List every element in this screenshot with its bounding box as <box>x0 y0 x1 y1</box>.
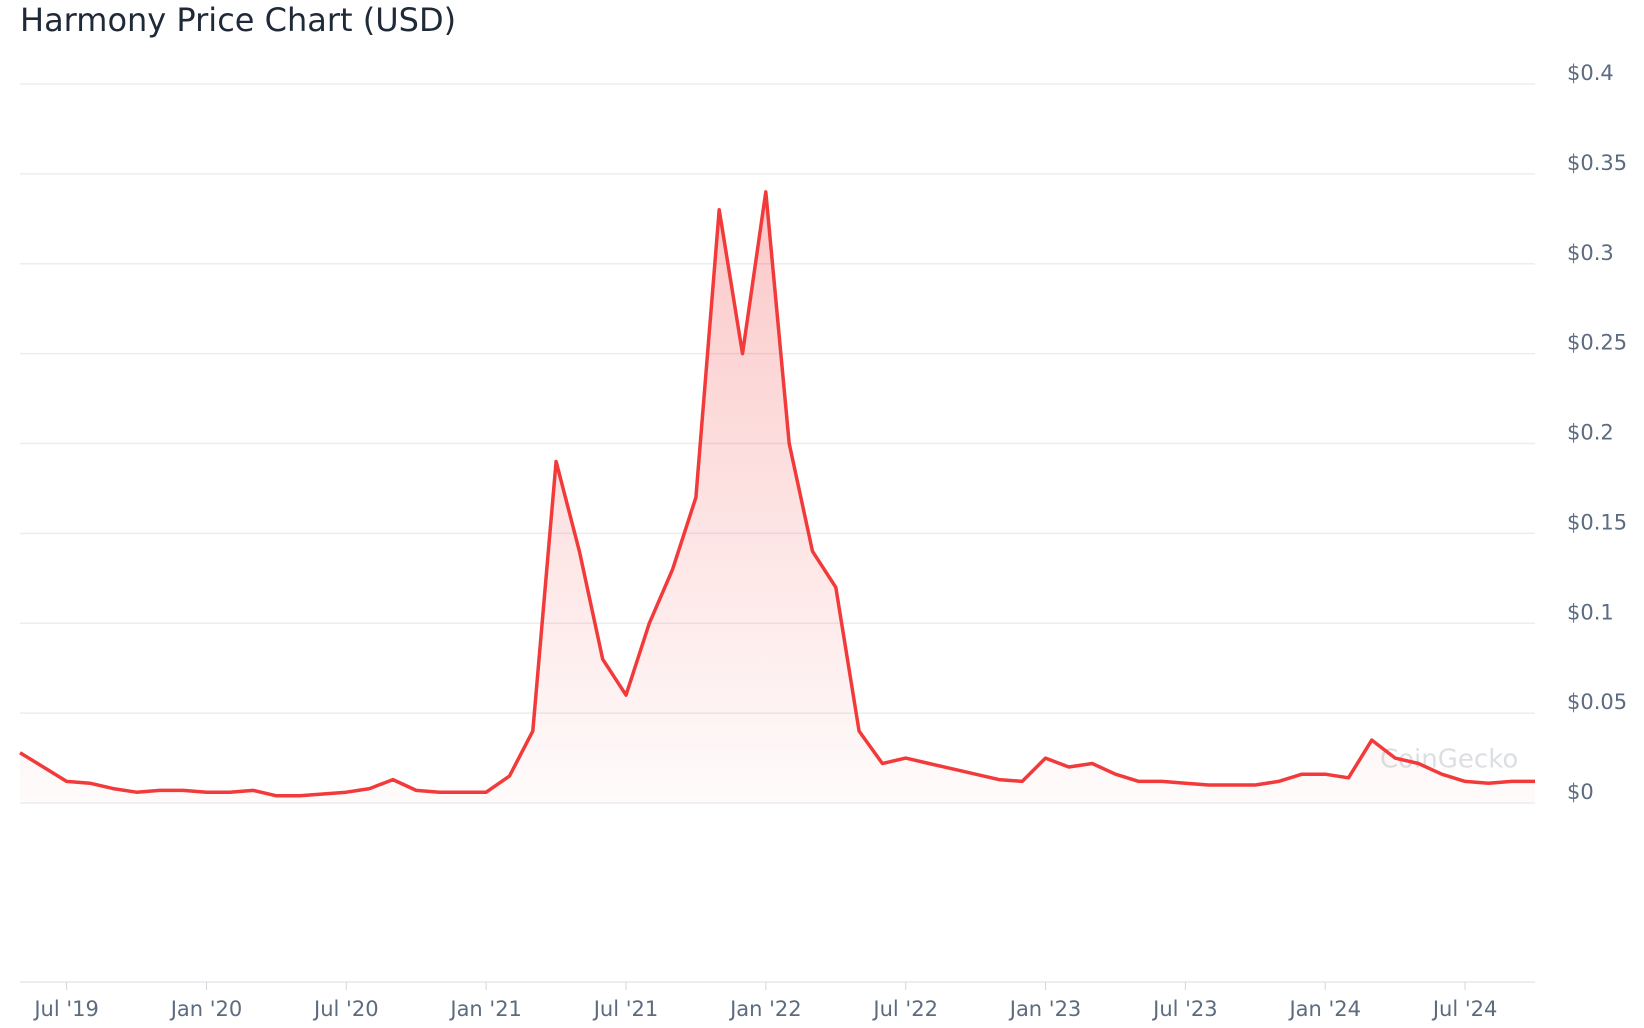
x-tick-label: Jan '23 <box>1008 997 1082 1021</box>
x-tick-label: Jul '20 <box>312 997 379 1021</box>
price-area <box>20 191 1535 803</box>
price-line <box>19 190 1535 798</box>
y-tick-label: $0.25 <box>1567 331 1627 355</box>
x-tick-label: Jul '24 <box>1431 997 1498 1021</box>
x-tick-label: Jul '22 <box>871 997 938 1021</box>
y-tick-label: $0.15 <box>1567 510 1627 534</box>
y-tick-label: $0.3 <box>1567 241 1614 265</box>
y-tick-label: $0 <box>1567 780 1594 804</box>
y-tick-label: $0.4 <box>1567 61 1614 85</box>
x-tick-label: Jan '22 <box>728 997 802 1021</box>
x-tick-label: Jan '21 <box>448 997 522 1021</box>
y-tick-label: $0.05 <box>1567 690 1627 714</box>
y-tick-label: $0.1 <box>1567 600 1614 624</box>
x-tick-label: Jul '23 <box>1151 997 1218 1021</box>
chart-title: Harmony Price Chart (USD) <box>20 1 456 39</box>
x-tick-label: Jan '20 <box>169 997 243 1021</box>
x-tick-label: Jul '21 <box>592 997 659 1021</box>
x-tick-label: Jul '19 <box>32 997 99 1021</box>
y-tick-label: $0.2 <box>1567 421 1614 445</box>
y-tick-label: $0.35 <box>1567 151 1627 175</box>
x-tick-label: Jan '24 <box>1287 997 1361 1021</box>
